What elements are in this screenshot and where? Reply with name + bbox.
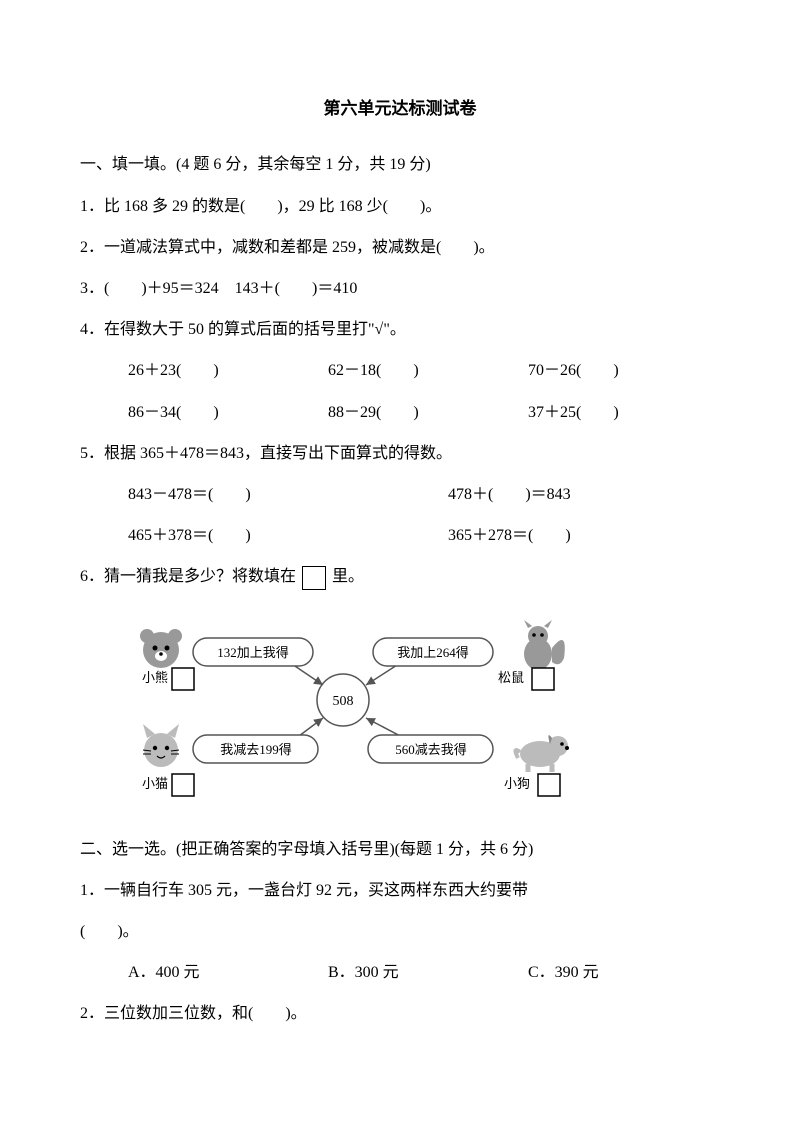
q2-1a: 1．一辆自行车 305 元，一盏台灯 92 元，买这两样东西大约要带 [80,873,720,908]
cell: 62－18( ) [328,353,528,388]
cell: 478＋( )＝843 [448,477,720,512]
q1-6: 6．猜一猜我是多少？将数填在 里。 [80,559,720,594]
option-b: B．300 元 [328,955,528,990]
squirrel-icon [524,620,565,670]
q2-2: 2．三位数加三位数，和( )。 [80,996,720,1031]
cat-icon [143,724,179,767]
option-a: A．400 元 [128,955,328,990]
option-c: C．390 元 [528,955,720,990]
dog-icon [515,736,569,773]
cell: 88－29( ) [328,395,528,430]
answer-box-icon [172,774,194,796]
bear-bubble-text: 132加上我得 [217,645,289,660]
cell: 86－34( ) [128,395,328,430]
center-value: 508 [333,694,354,709]
q2-1b: ( )。 [80,914,720,949]
cat-label: 小猫 [142,776,168,791]
answer-box-icon [302,566,326,590]
page-title: 第六单元达标测试卷 [80,90,720,127]
q1-5-row2: 465＋378＝( ) 365＋278＝( ) [80,518,720,553]
q1-6-text-b: 里。 [332,568,364,585]
q1-2: 2．一道减法算式中，减数和差都是 259，被减数是( )。 [80,230,720,265]
answer-box-icon [172,668,194,690]
cell: 843－478＝( ) [128,477,448,512]
squirrel-bubble-text: 我加上264得 [397,645,469,660]
q1-4: 4．在得数大于 50 的算式后面的括号里打"√"。 [80,312,720,347]
q1-1: 1．比 168 多 29 的数是( )，29 比 168 少( )。 [80,189,720,224]
bear-label: 小熊 [142,670,168,685]
cell: 70－26( ) [528,353,720,388]
answer-box-icon [538,774,560,796]
q1-4-row2: 86－34( ) 88－29( ) 37＋25( ) [80,395,720,430]
section1-heading: 一、填一填。(4 题 6 分，其余每空 1 分，共 19 分) [80,147,720,182]
cell: 26＋23( ) [128,353,328,388]
section2-heading: 二、选一选。(把正确答案的字母填入括号里)(每题 1 分，共 6 分) [80,832,720,867]
dog-label: 小狗 [504,776,530,791]
q2-1-options: A．400 元 B．300 元 C．390 元 [80,955,720,990]
squirrel-label: 松鼠 [498,670,524,685]
cat-bubble-text: 我减去199得 [220,742,292,757]
q1-6-diagram: 508 132加上我得 我加上264得 我减去199得 560减去我得 [80,600,720,813]
dog-bubble-text: 560减去我得 [395,742,467,757]
q1-3: 3．( )＋95＝324 143＋( )＝410 [80,271,720,306]
answer-box-icon [532,668,554,690]
q1-4-row1: 26＋23( ) 62－18( ) 70－26( ) [80,353,720,388]
q1-5-row1: 843－478＝( ) 478＋( )＝843 [80,477,720,512]
bear-icon [140,629,182,668]
cell: 465＋378＝( ) [128,518,448,553]
q1-6-text-a: 6．猜一猜我是多少？将数填在 [80,568,296,585]
q1-5: 5．根据 365＋478＝843，直接写出下面算式的得数。 [80,436,720,471]
cell: 365＋278＝( ) [448,518,720,553]
cell: 37＋25( ) [528,395,720,430]
